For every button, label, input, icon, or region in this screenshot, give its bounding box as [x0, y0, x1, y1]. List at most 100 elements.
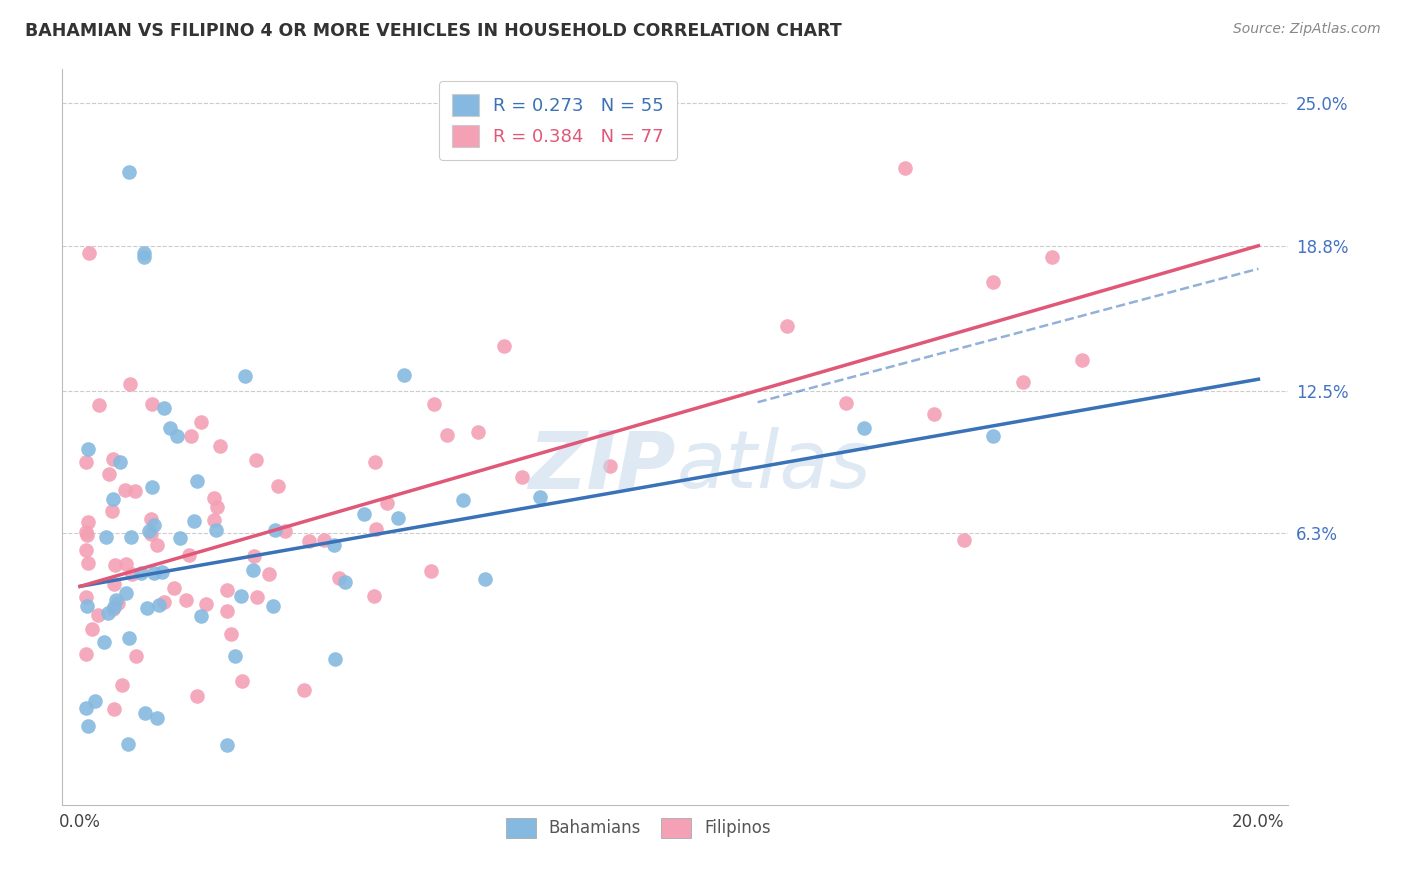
- Point: [75, 647, 97, 661]
- Point: [104, 558, 127, 573]
- Point: [142, 566, 165, 581]
- Point: [118, 632, 141, 646]
- Point: [103, 702, 125, 716]
- Point: [263, 524, 285, 538]
- Point: [243, 549, 266, 564]
- Point: [981, 275, 1004, 289]
- Point: [108, 454, 131, 468]
- Point: [174, 593, 197, 607]
- Point: [186, 689, 208, 703]
- Point: [82, 622, 104, 636]
- Point: [159, 421, 181, 435]
- Point: [142, 518, 165, 533]
- Point: [93, 635, 115, 649]
- Point: [163, 582, 186, 596]
- Point: [139, 527, 162, 541]
- Point: [97, 606, 120, 620]
- Point: [103, 491, 125, 506]
- Point: [262, 599, 284, 613]
- Point: [219, 627, 242, 641]
- Point: [111, 678, 134, 692]
- Point: [209, 439, 232, 453]
- Point: [105, 592, 128, 607]
- Point: [124, 483, 146, 498]
- Point: [75, 591, 97, 605]
- Text: ZIP: ZIP: [527, 427, 675, 505]
- Point: [335, 574, 357, 589]
- Point: [323, 651, 346, 665]
- Point: [451, 492, 474, 507]
- Point: [205, 523, 228, 537]
- Point: [141, 512, 163, 526]
- Point: [103, 451, 125, 466]
- Point: [492, 339, 515, 353]
- Legend: Bahamians, Filipinos: Bahamians, Filipinos: [499, 811, 778, 845]
- Point: [924, 407, 946, 421]
- Point: [245, 453, 267, 467]
- Point: [115, 557, 138, 571]
- Point: [353, 508, 375, 522]
- Point: [75, 524, 97, 539]
- Point: [312, 533, 335, 548]
- Text: BAHAMIAN VS FILIPINO 4 OR MORE VEHICLES IN HOUSEHOLD CORRELATION CHART: BAHAMIAN VS FILIPINO 4 OR MORE VEHICLES …: [25, 22, 842, 40]
- Point: [776, 318, 799, 333]
- Point: [190, 608, 212, 623]
- Point: [118, 165, 141, 179]
- Point: [202, 513, 225, 527]
- Point: [115, 586, 138, 600]
- Point: [894, 161, 917, 176]
- Point: [125, 648, 148, 663]
- Point: [84, 693, 107, 707]
- Point: [79, 245, 101, 260]
- Point: [103, 599, 125, 614]
- Point: [75, 455, 97, 469]
- Point: [169, 531, 191, 545]
- Point: [145, 711, 167, 725]
- Point: [183, 514, 205, 528]
- Point: [103, 576, 125, 591]
- Point: [153, 401, 176, 416]
- Point: [1070, 352, 1092, 367]
- Point: [274, 524, 297, 538]
- Point: [298, 534, 321, 549]
- Point: [387, 511, 409, 525]
- Point: [981, 429, 1004, 443]
- Point: [179, 548, 201, 562]
- Point: [231, 673, 253, 688]
- Point: [107, 596, 129, 610]
- Point: [217, 738, 239, 752]
- Point: [835, 396, 858, 410]
- Point: [474, 572, 496, 586]
- Point: [194, 597, 217, 611]
- Point: [94, 530, 117, 544]
- Point: [328, 571, 350, 585]
- Point: [76, 528, 98, 542]
- Point: [117, 737, 139, 751]
- Point: [76, 599, 98, 614]
- Point: [77, 556, 100, 570]
- Point: [190, 415, 212, 429]
- Point: [132, 250, 155, 264]
- Point: [166, 429, 188, 443]
- Point: [75, 543, 97, 558]
- Point: [257, 566, 280, 581]
- Point: [420, 564, 443, 578]
- Point: [1011, 375, 1033, 389]
- Point: [229, 589, 252, 603]
- Point: [392, 368, 415, 383]
- Point: [114, 483, 136, 497]
- Point: [246, 591, 269, 605]
- Point: [510, 469, 533, 483]
- Point: [138, 524, 160, 538]
- Point: [120, 530, 142, 544]
- Point: [599, 458, 621, 473]
- Text: atlas: atlas: [676, 427, 872, 505]
- Point: [120, 376, 142, 391]
- Point: [77, 515, 100, 529]
- Point: [89, 397, 111, 411]
- Point: [132, 245, 155, 260]
- Text: Source: ZipAtlas.com: Source: ZipAtlas.com: [1233, 22, 1381, 37]
- Point: [205, 500, 228, 515]
- Point: [292, 682, 315, 697]
- Point: [146, 538, 169, 552]
